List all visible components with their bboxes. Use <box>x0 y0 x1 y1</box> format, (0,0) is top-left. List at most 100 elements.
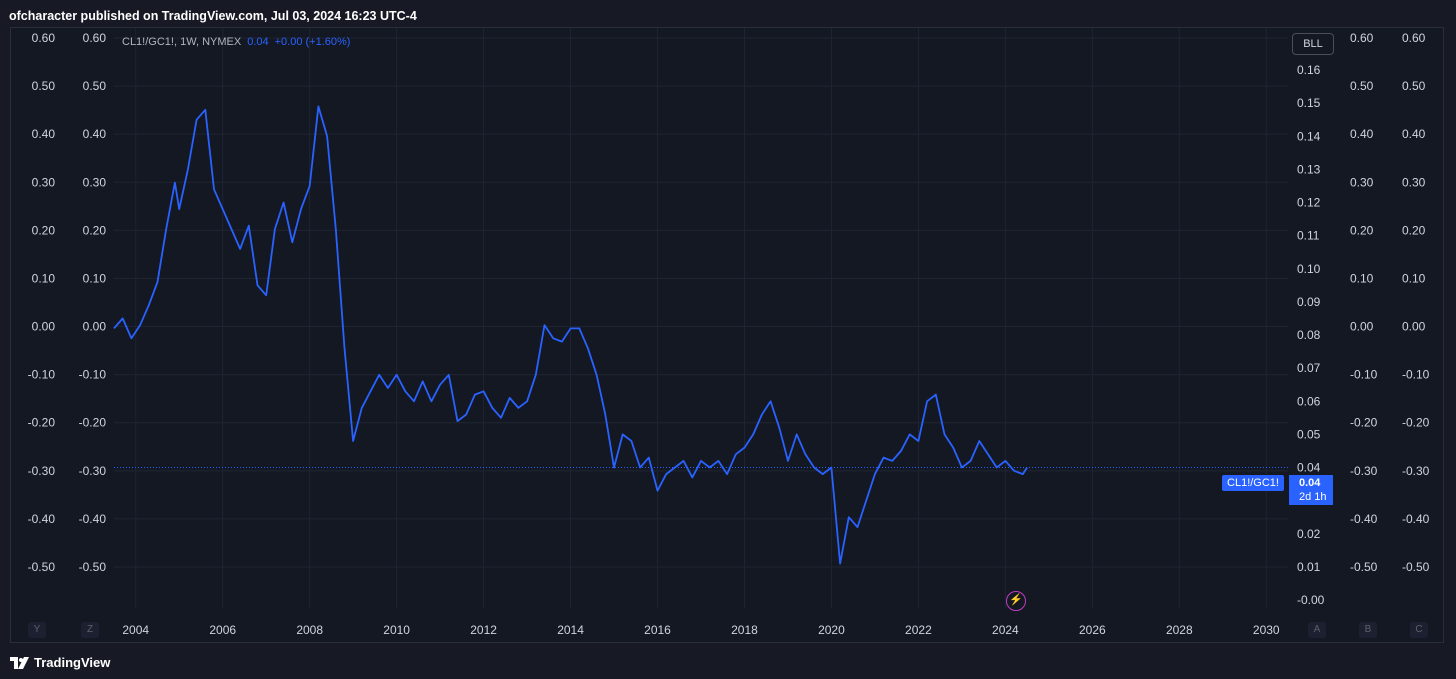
time-axis-label: 2008 <box>296 623 323 637</box>
tradingview-brand[interactable]: TradingView <box>10 655 110 670</box>
time-axis-label: 2028 <box>1166 623 1193 637</box>
time-axis-label: 2016 <box>644 623 671 637</box>
price-chart[interactable]: 0.60 0.50 0.40 0.30 0.20 0.10 0.00 -0.10 -0.20 -0… <box>0 0 1456 646</box>
price-axis-label: 0.14 <box>1297 129 1321 143</box>
legend-symbol: CL1!/GC1!, 1W, NYMEX <box>122 36 242 48</box>
right-axis-label: 0.10 <box>1402 271 1426 285</box>
corner-b-button[interactable]: B <box>1359 622 1377 638</box>
right-axis-label: 0.00 <box>1402 320 1426 334</box>
price-axis-label: 0.06 <box>1297 394 1321 408</box>
right-axis-label: 0.10 <box>1350 271 1374 285</box>
series-group <box>113 105 1028 565</box>
price-axis-label: 0.13 <box>1297 162 1321 176</box>
left-axis-label: -0.10 <box>79 368 107 382</box>
left-axis-label: 0.60 <box>32 31 56 45</box>
left-axis-label: -0.40 <box>79 512 107 526</box>
left-axis-label: 0.20 <box>32 223 56 237</box>
right-axis-label: -0.30 <box>1402 464 1430 478</box>
time-axis-label: 2024 <box>992 623 1019 637</box>
time-axis-label: 2004 <box>122 623 149 637</box>
time-axis-label: 2018 <box>731 623 758 637</box>
right-axis-label: 0.20 <box>1350 223 1374 237</box>
price-axis-label: 0.05 <box>1297 427 1321 441</box>
price-axis-label: 0.11 <box>1297 229 1320 243</box>
left-axis-label: -0.30 <box>28 464 56 478</box>
right-axis-a: 0.60 0.50 0.40 0.30 0.20 0.10 0.00 -0.10 -0.20 -0… <box>1350 31 1378 574</box>
right-axis-label: -0.40 <box>1350 512 1378 526</box>
time-axis-label: 2030 <box>1253 623 1280 637</box>
last-price-value: 0.04 <box>1299 477 1321 489</box>
left-axis-label: 0.40 <box>32 127 56 141</box>
time-axis: 2004 2006 2008 2010 2012 2014 2016 2018 2020 2022… <box>122 623 1280 637</box>
right-axis-label: -0.10 <box>1350 368 1378 382</box>
corner-y-button[interactable]: Y <box>28 622 46 638</box>
time-axis-label: 2012 <box>470 623 497 637</box>
left-axis-label: 0.00 <box>32 320 56 334</box>
time-axis-label: 2020 <box>818 623 845 637</box>
time-axis-label: 2026 <box>1079 623 1106 637</box>
left-axis-label: -0.50 <box>28 560 56 574</box>
right-axis-label: 0.30 <box>1350 175 1374 189</box>
time-axis-label: 2010 <box>383 623 410 637</box>
lightning-icon[interactable]: ⚡ <box>1006 591 1026 611</box>
left-axis-label: 0.50 <box>32 79 56 93</box>
corner-a-button[interactable]: A <box>1308 622 1326 638</box>
right-axis-label: -0.10 <box>1402 368 1430 382</box>
publisher-caption: ofcharacter published on TradingView.com… <box>9 9 417 23</box>
legend-last: 0.04 <box>247 36 269 48</box>
footer: TradingView <box>0 646 1456 679</box>
price-axis-label: 0.08 <box>1297 328 1321 342</box>
time-axis-label: 2022 <box>905 623 932 637</box>
price-axis-label: 0.09 <box>1297 295 1321 309</box>
left-axis-label: -0.40 <box>28 512 56 526</box>
left-axis-inner: 0.60 0.50 0.40 0.30 0.20 0.10 0.00 -0.10 -0.20 -0… <box>79 31 107 574</box>
price-axis-label: 0.07 <box>1297 361 1321 375</box>
left-axis-label: -0.10 <box>28 368 56 382</box>
grid-lines <box>114 28 1288 608</box>
right-axis-label: -0.50 <box>1350 560 1378 574</box>
right-axis-label: 0.50 <box>1350 79 1374 93</box>
left-axis-label: 0.10 <box>83 271 107 285</box>
right-axis-b: 0.60 0.50 0.40 0.30 0.20 0.10 0.00 -0.10 -0.20 -0… <box>1402 31 1430 574</box>
left-axis-label: -0.30 <box>79 464 107 478</box>
right-axis-label: 0.40 <box>1350 127 1374 141</box>
left-axis-label: 0.50 <box>83 79 107 93</box>
price-axis-label: 0.15 <box>1297 96 1321 110</box>
right-axis-label: -0.30 <box>1350 464 1378 478</box>
left-axis-label: 0.10 <box>32 271 56 285</box>
left-axis-outer: 0.60 0.50 0.40 0.30 0.20 0.10 0.00 -0.10 -0.20 -0… <box>28 31 56 574</box>
time-axis-label: 2014 <box>557 623 584 637</box>
series-line-cl1-gc1- <box>113 105 1028 565</box>
right-axis-label: 0.50 <box>1402 79 1426 93</box>
price-axis-label: 0.12 <box>1297 196 1321 210</box>
price-axis-label: 0.16 <box>1297 63 1321 77</box>
bar-countdown: 2d 1h <box>1299 491 1327 503</box>
left-axis-label: 0.60 <box>83 31 107 45</box>
legend-change: +0.00 (+1.60%) <box>274 36 351 48</box>
price-axis: 0.16 0.15 0.14 0.13 0.12 0.11 0.10 0.09 0.08 0.07… <box>1297 63 1325 607</box>
left-axis-label: -0.50 <box>79 560 107 574</box>
last-price-label: 0.04 2d 1h <box>1289 475 1333 505</box>
left-axis-label: 0.20 <box>83 223 107 237</box>
left-axis-label: 0.30 <box>83 175 107 189</box>
series-legend[interactable]: CL1!/GC1!, 1W, NYMEX 0.04 +0.00 (+1.60%) <box>122 36 350 48</box>
right-axis-label: -0.20 <box>1402 416 1430 430</box>
ticker-label: CL1!/GC1! <box>1222 475 1284 491</box>
price-axis-label: 0.01 <box>1297 560 1321 574</box>
price-axis-label: 0.04 <box>1297 461 1321 475</box>
left-axis-label: -0.20 <box>79 416 107 430</box>
price-axis-label: 0.10 <box>1297 262 1321 276</box>
right-axis-label: -0.50 <box>1402 560 1430 574</box>
left-axis-label: 0.40 <box>83 127 107 141</box>
time-axis-label: 2006 <box>209 623 236 637</box>
price-axis-label: 0.02 <box>1297 527 1321 541</box>
right-axis-label: 0.60 <box>1350 31 1374 45</box>
chart-frame[interactable] <box>10 27 1444 643</box>
left-axis-label: 0.00 <box>83 320 107 334</box>
bll-button[interactable]: BLL <box>1292 33 1334 55</box>
right-axis-label: -0.20 <box>1350 416 1378 430</box>
corner-z-button[interactable]: Z <box>81 622 99 638</box>
right-axis-label: 0.40 <box>1402 127 1426 141</box>
tradingview-logo-icon <box>10 656 29 669</box>
corner-c-button[interactable]: C <box>1410 622 1428 638</box>
